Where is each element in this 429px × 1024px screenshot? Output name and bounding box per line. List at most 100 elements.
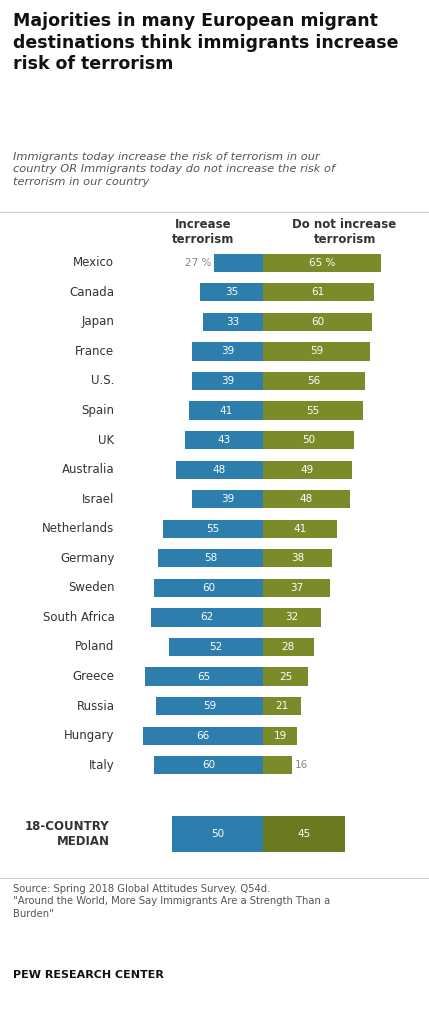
Text: 37: 37 [290,583,303,593]
Text: Israel: Israel [82,493,115,506]
Bar [169,638,263,656]
Text: 39: 39 [221,346,234,356]
Bar [192,490,263,508]
Bar [263,726,297,744]
Text: 60: 60 [311,316,324,327]
Text: 18-COUNTRY
MEDIAN: 18-COUNTRY MEDIAN [25,820,109,848]
Text: 56: 56 [307,376,320,386]
Text: 55: 55 [206,524,220,534]
Bar [151,608,263,627]
Text: South Africa: South Africa [42,611,115,624]
Text: 28: 28 [282,642,295,652]
Text: Italy: Italy [89,759,115,772]
Text: 52: 52 [209,642,223,652]
Bar [172,816,263,852]
Bar [263,372,365,390]
Text: Do not increase
terrorism: Do not increase terrorism [293,218,397,246]
Bar [263,756,292,774]
Text: Canada: Canada [69,286,115,299]
Bar [263,284,374,301]
Text: 27 %: 27 % [185,258,211,268]
Bar [263,697,301,716]
Text: 55: 55 [306,406,320,416]
Bar [263,549,332,567]
Text: Poland: Poland [75,640,115,653]
Text: Majorities in many European migrant
destinations think immigrants increase
risk : Majorities in many European migrant dest… [13,12,399,73]
Text: 39: 39 [221,495,234,504]
Text: 45: 45 [297,829,311,839]
Text: 33: 33 [227,316,240,327]
Text: 62: 62 [200,612,214,623]
Bar [154,579,263,597]
Text: 50: 50 [211,829,224,839]
Bar [143,726,263,744]
Text: 19: 19 [274,731,287,740]
Text: 41: 41 [219,406,233,416]
Bar [263,254,381,272]
Text: 38: 38 [291,553,304,563]
Text: Germany: Germany [60,552,115,565]
Bar [156,697,263,716]
Bar [185,431,263,450]
Text: 48: 48 [300,495,313,504]
Bar [145,668,263,686]
Text: 61: 61 [311,288,325,297]
Text: 58: 58 [204,553,217,563]
Text: 66: 66 [196,731,210,740]
Text: Mexico: Mexico [73,256,115,269]
Text: 25: 25 [279,672,292,682]
Bar [263,342,370,360]
Text: 32: 32 [285,612,299,623]
Bar [263,401,363,420]
Text: PEW RESEARCH CENTER: PEW RESEARCH CENTER [13,970,164,980]
Text: Japan: Japan [82,315,115,329]
Text: 21: 21 [275,701,289,711]
Text: Greece: Greece [73,670,115,683]
Bar [263,608,321,627]
Text: 65: 65 [197,672,211,682]
Text: 16: 16 [295,760,308,770]
Text: Increase
terrorism: Increase terrorism [172,218,234,246]
Bar [163,519,263,538]
Bar [203,312,263,331]
Text: 50: 50 [302,435,315,445]
Text: U.S.: U.S. [91,375,115,387]
Bar [154,756,263,774]
Bar [214,254,263,272]
Bar [263,312,372,331]
Bar [263,816,344,852]
Text: 59: 59 [310,346,323,356]
Bar [199,284,263,301]
Text: 41: 41 [293,524,307,534]
Text: 60: 60 [202,583,215,593]
Bar [263,490,350,508]
Text: Sweden: Sweden [68,582,115,594]
Text: Hungary: Hungary [64,729,115,742]
Text: Source: Spring 2018 Global Attitudes Survey. Q54d.
"Around the World, More Say I: Source: Spring 2018 Global Attitudes Sur… [13,884,330,919]
Bar [263,638,314,656]
Bar [192,342,263,360]
Bar [263,579,330,597]
Text: 48: 48 [213,465,226,475]
Bar [263,461,352,479]
Text: 60: 60 [202,760,215,770]
Bar [263,519,337,538]
Bar [192,372,263,390]
Text: 39: 39 [221,376,234,386]
Bar [158,549,263,567]
Text: Russia: Russia [76,699,115,713]
Text: France: France [75,345,115,358]
Text: 59: 59 [203,701,216,711]
Text: Australia: Australia [62,463,115,476]
Bar [176,461,263,479]
Text: Netherlands: Netherlands [42,522,115,536]
Text: Spain: Spain [82,404,115,417]
Text: 43: 43 [218,435,231,445]
Text: 65 %: 65 % [309,258,335,268]
Bar [263,668,308,686]
Bar [189,401,263,420]
Text: Immigrants today increase the risk of terrorism in our
country OR Immigrants tod: Immigrants today increase the risk of te… [13,152,335,186]
Text: 49: 49 [301,465,314,475]
Bar [263,431,353,450]
Text: UK: UK [98,433,115,446]
